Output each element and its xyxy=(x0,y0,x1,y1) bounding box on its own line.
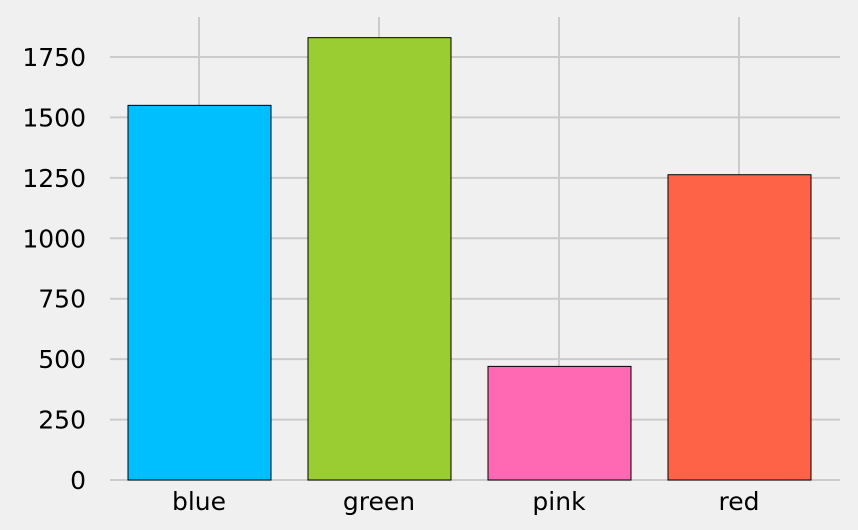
x-tick-label-blue: blue xyxy=(172,487,226,516)
y-axis-tick-labels: 0 250 500 750 1000 1250 1500 1750 xyxy=(22,43,86,495)
bar-blue xyxy=(127,104,272,481)
y-tick-label: 1000 xyxy=(22,224,86,253)
y-tick-label: 0 xyxy=(70,466,86,495)
x-tick-label-red: red xyxy=(719,487,760,516)
y-tick-label: 500 xyxy=(38,345,86,374)
x-axis-tick-labels: blue green pink red xyxy=(172,487,760,516)
bar-green xyxy=(307,37,452,481)
x-tick-label-pink: pink xyxy=(532,487,586,516)
bar-pink xyxy=(487,365,632,481)
y-tick-label: 250 xyxy=(38,406,86,435)
bar-red xyxy=(667,174,812,481)
y-tick-label: 1250 xyxy=(22,164,86,193)
y-tick-label: 750 xyxy=(38,285,86,314)
y-tick-label: 1750 xyxy=(22,43,86,72)
y-tick-label: 1500 xyxy=(22,103,86,132)
x-tick-label-green: green xyxy=(343,487,415,516)
bars-group xyxy=(127,37,812,481)
